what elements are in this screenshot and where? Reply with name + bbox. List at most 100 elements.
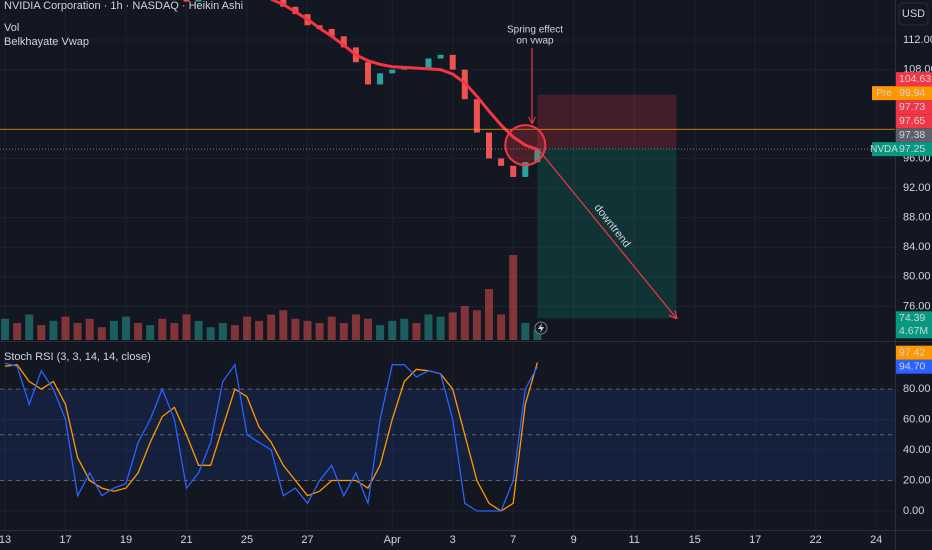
volume-bar	[267, 314, 276, 340]
candle	[365, 62, 371, 85]
volume-bar	[400, 318, 409, 340]
volume-bar	[279, 310, 288, 340]
volume-label: 4.67M	[899, 325, 928, 337]
x-tick-label: 19	[120, 534, 132, 546]
chart-title: NVIDIA Corporation · 1h · NASDAQ · Heiki…	[4, 0, 243, 12]
spring-circle	[504, 124, 547, 167]
price-tag: Pre	[876, 88, 892, 99]
stoch-line	[4, 362, 538, 512]
grid	[0, 0, 895, 530]
annotation: Spring effect	[507, 25, 563, 36]
volume-bar	[73, 323, 82, 340]
candle	[522, 162, 529, 177]
volume-bar	[109, 320, 118, 340]
volume-bar	[424, 314, 433, 340]
volume-bar	[521, 323, 530, 340]
volume-bar	[218, 323, 227, 340]
stoch-label-bg	[896, 345, 932, 360]
candle	[389, 69, 396, 74]
volume-bar	[303, 320, 312, 340]
x-tick-label: Apr	[384, 534, 401, 546]
volume-bar	[49, 320, 58, 340]
y-tick-label: 112.00	[903, 34, 932, 46]
price-label: 99.94	[899, 87, 925, 99]
x-tick-label: 22	[810, 534, 822, 546]
x-tick-label: 7	[510, 534, 516, 546]
volume-bar	[364, 318, 372, 340]
x-tick-label: 9	[571, 534, 577, 546]
volume-bar	[170, 323, 179, 340]
x-tick-label: 25	[241, 534, 253, 546]
price-tag-bg	[872, 142, 896, 157]
volume-bar	[194, 320, 203, 340]
candle	[183, 0, 190, 2]
y-tick-label: 0.00	[903, 505, 924, 517]
vwap-line	[270, 0, 538, 151]
price-label-bg	[896, 311, 932, 326]
candle	[486, 132, 492, 159]
volume-bar	[1, 318, 9, 340]
x-tick-label: 13	[0, 534, 11, 546]
price-label-bg	[896, 128, 932, 143]
x-tick-label: 3	[450, 534, 456, 546]
volume-bar	[13, 323, 22, 340]
stoch-line	[4, 362, 539, 512]
candle	[510, 165, 517, 177]
volume-bar	[182, 314, 191, 340]
price-label-bg	[896, 86, 932, 101]
volume-bar	[255, 320, 264, 340]
volume-bar	[37, 325, 46, 340]
candle	[195, 0, 202, 2]
volume-bar	[122, 316, 130, 340]
candle	[534, 149, 541, 163]
volume-bar	[134, 323, 143, 340]
price-label-bg	[896, 142, 932, 157]
x-tick-label: 17	[749, 534, 761, 546]
x-tick-label: 21	[180, 534, 192, 546]
y-tick-label: 60.00	[903, 413, 931, 425]
price-label-bg	[896, 72, 932, 87]
volume-bar	[243, 316, 251, 340]
volume-bar	[351, 314, 360, 340]
stoch-title: Stoch RSI (3, 3, 14, 14, close)	[4, 351, 151, 363]
stoch-label: 97.42	[899, 346, 925, 358]
candle	[340, 36, 347, 48]
price-label-bg	[896, 100, 932, 115]
currency[interactable]: USD	[902, 8, 925, 20]
volume-bar	[230, 325, 239, 340]
legend-vwap: Belkhayate Vwap	[4, 36, 89, 48]
trend-arrow	[536, 147, 676, 318]
candle	[425, 58, 432, 69]
currency-button[interactable]	[898, 2, 929, 26]
volume-bar	[327, 316, 336, 340]
candle	[437, 54, 444, 59]
y-tick-label: 20.00	[903, 474, 931, 486]
price-label: 97.25	[899, 143, 925, 155]
volume-bar	[448, 312, 457, 340]
price-tag: NVDA	[870, 144, 898, 155]
price-label-bg	[896, 114, 932, 129]
lightning	[538, 323, 544, 333]
candle	[377, 73, 384, 85]
price-label: 74.39	[899, 312, 925, 324]
price-label: 97.38	[899, 129, 925, 141]
x-tick-label: 17	[59, 534, 71, 546]
volume-bar	[460, 306, 469, 340]
volume-bar	[61, 316, 70, 340]
volume-bar	[158, 318, 167, 340]
y-tick-label: 80.00	[903, 271, 931, 283]
volume-bar	[533, 330, 542, 340]
volume-label-bg	[896, 324, 932, 339]
y-tick-label: 40.00	[903, 444, 931, 456]
volume-bar	[436, 316, 445, 340]
x-tick-label: 27	[301, 534, 313, 546]
volume-bar	[146, 325, 155, 340]
candle	[473, 99, 480, 133]
volume-bar	[412, 323, 421, 340]
stoch-panel	[0, 362, 895, 512]
annotation: on vwap	[516, 36, 554, 47]
volume-bar	[291, 318, 300, 340]
y-tick-label: 88.00	[903, 212, 931, 224]
legend-vol: Vol	[4, 22, 19, 34]
